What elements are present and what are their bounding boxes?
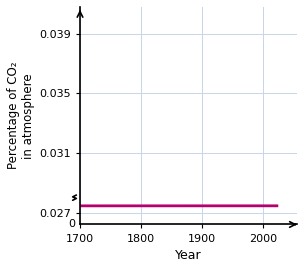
Y-axis label: Percentage of CO₂
in atmosphere: Percentage of CO₂ in atmosphere <box>7 62 35 169</box>
X-axis label: Year: Year <box>175 249 202 262</box>
Text: 0: 0 <box>68 220 75 229</box>
